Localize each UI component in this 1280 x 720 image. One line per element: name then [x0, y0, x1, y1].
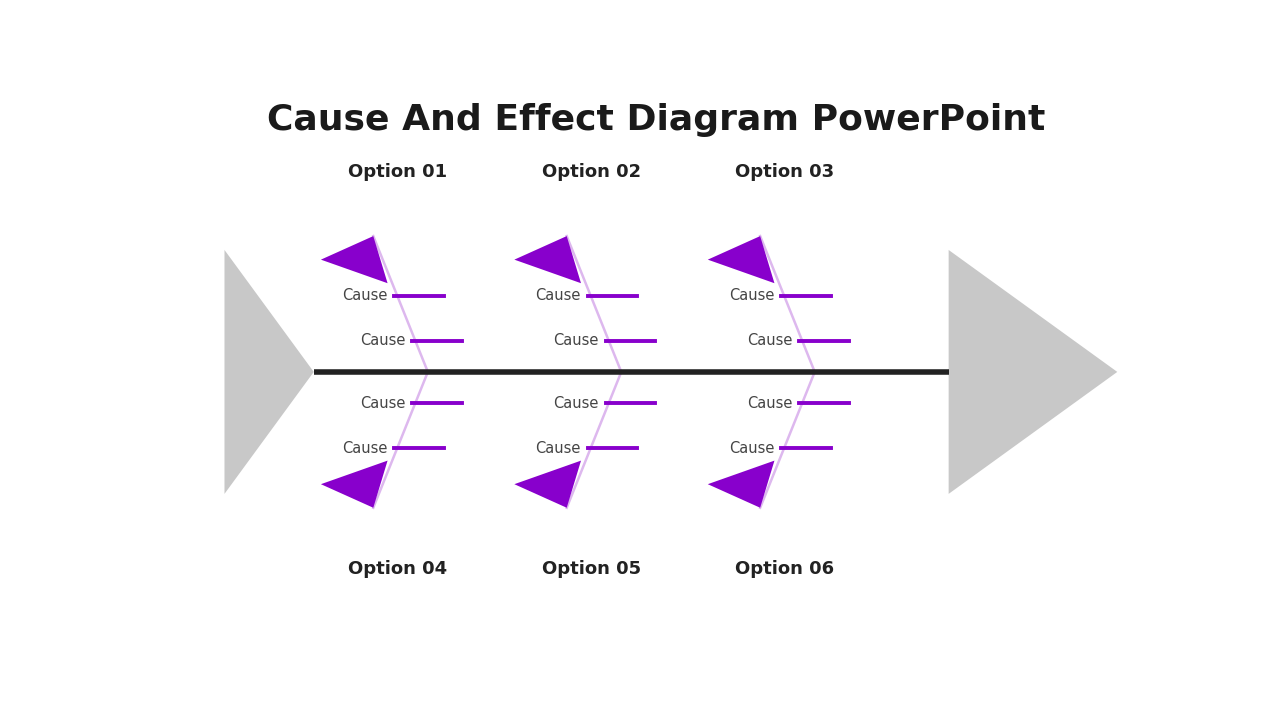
- Text: Cause: Cause: [535, 441, 581, 456]
- Text: Option 01: Option 01: [348, 163, 448, 181]
- Polygon shape: [321, 461, 388, 508]
- Text: Cause: Cause: [342, 288, 388, 303]
- Polygon shape: [708, 461, 774, 508]
- Text: Option 02: Option 02: [541, 163, 641, 181]
- Text: Cause: Cause: [342, 441, 388, 456]
- Text: Cause: Cause: [535, 288, 581, 303]
- Text: Cause: Cause: [553, 333, 599, 348]
- Polygon shape: [515, 461, 581, 508]
- Text: Cause: Cause: [360, 333, 406, 348]
- Text: Option 05: Option 05: [541, 559, 641, 577]
- Polygon shape: [515, 236, 581, 283]
- Text: Cause: Cause: [748, 396, 792, 410]
- Polygon shape: [321, 236, 388, 283]
- Polygon shape: [708, 236, 774, 283]
- Text: Cause: Cause: [553, 396, 599, 410]
- Text: Option 04: Option 04: [348, 559, 448, 577]
- Text: Option 06: Option 06: [735, 559, 835, 577]
- Text: Option 03: Option 03: [735, 163, 835, 181]
- Text: Cause: Cause: [360, 396, 406, 410]
- Polygon shape: [224, 250, 314, 494]
- Polygon shape: [948, 250, 1117, 494]
- Text: Cause: Cause: [728, 288, 774, 303]
- Text: Cause And Effect Diagram PowerPoint: Cause And Effect Diagram PowerPoint: [266, 103, 1046, 137]
- Text: Cause: Cause: [748, 333, 792, 348]
- Text: Cause: Cause: [728, 441, 774, 456]
